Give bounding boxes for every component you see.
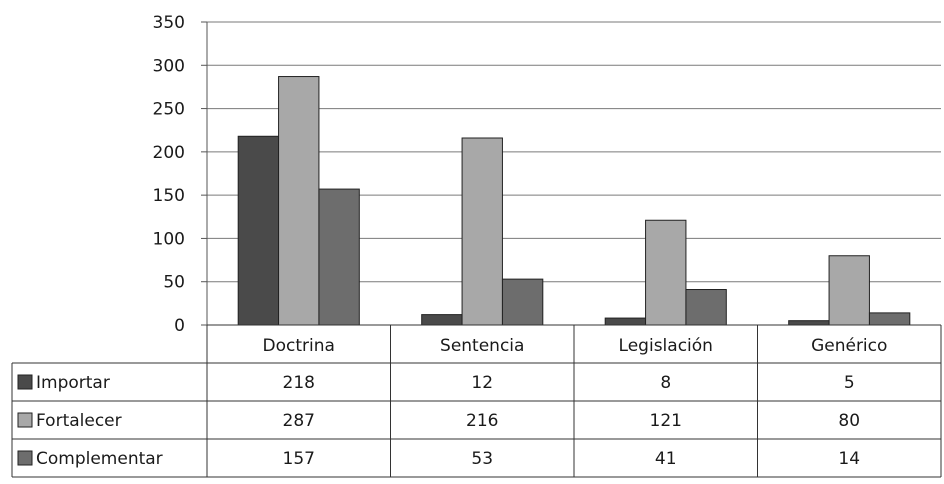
y-tick-label: 300: [153, 56, 185, 76]
category-label: Legislación: [619, 336, 713, 356]
legend-key-importar: [17, 374, 33, 390]
table-cell-value: 5: [844, 373, 855, 393]
table-cell-value: 287: [283, 411, 315, 431]
bar-fortalecer-1: [461, 137, 503, 326]
legend-label: Importar: [36, 373, 110, 393]
bar-importar-0: [237, 135, 280, 326]
y-tick-label: 50: [163, 273, 185, 293]
table-cell-value: 218: [283, 373, 315, 393]
bars: [237, 76, 911, 326]
legend-key-fortalecer: [17, 412, 33, 428]
bar-fortalecer-0: [278, 76, 320, 326]
bar-importar-1: [421, 314, 463, 326]
bar-complementar-1: [501, 278, 544, 326]
table-cell-value: 53: [471, 449, 493, 469]
table-cell-value: 157: [283, 449, 315, 469]
table-cell-value: 216: [466, 411, 498, 431]
bar-fortalecer-3: [828, 255, 870, 326]
y-tick-label: 350: [153, 13, 185, 33]
y-tick-label: 150: [153, 186, 185, 206]
bar-importar-3: [788, 320, 830, 326]
legend-label: Fortalecer: [36, 411, 122, 431]
table-cell-value: 41: [655, 449, 677, 469]
bar-complementar-0: [318, 188, 360, 326]
data-table: Doctrina Sentencia Legislación Genérico Impo…: [11, 324, 942, 478]
table-cell-value: 121: [650, 411, 682, 431]
bar-fortalecer-2: [645, 219, 687, 326]
table-cell-value: 80: [838, 411, 860, 431]
y-tick-label: 200: [153, 143, 185, 163]
table-cell-value: 14: [838, 449, 860, 469]
bar-complementar-2: [685, 289, 727, 326]
bar-complementar-3: [868, 312, 911, 326]
category-label: Sentencia: [440, 336, 524, 356]
y-tick-label: 0: [174, 316, 185, 336]
table-cell-value: 12: [471, 373, 493, 393]
legend-key-complementar: [17, 450, 33, 466]
category-label: Doctrina: [263, 336, 335, 356]
table-cell-value: 8: [660, 373, 671, 393]
category-label: Genérico: [811, 336, 887, 356]
y-tick-label: 250: [153, 100, 185, 120]
y-tick-label: 100: [153, 229, 185, 249]
bar-importar-2: [604, 317, 647, 326]
legend-label: Complementar: [36, 449, 163, 469]
y-axis-tick-labels: 0 50 100 150 200 250 300 350: [153, 13, 185, 336]
axes: [201, 21, 208, 326]
